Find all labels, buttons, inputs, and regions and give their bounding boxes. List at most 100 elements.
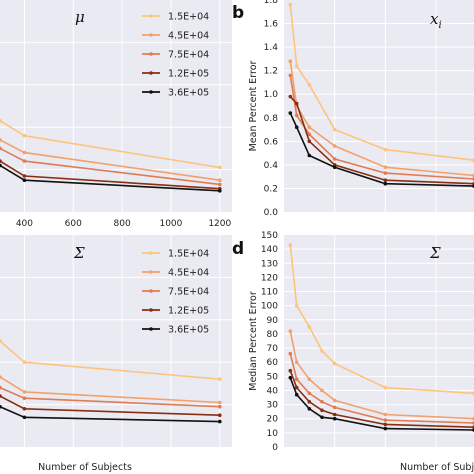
data-point (307, 125, 312, 129)
panel-b-symbol-main: x (430, 10, 439, 28)
y-tick-label: 0 (272, 443, 278, 453)
panel-d-plot-area (284, 235, 474, 447)
panel-c-sigma: Σ 1.5E+04 4.5E+04 7.5E+04 1.2E+05 3.6E+05 Nu… (0, 235, 232, 473)
series-line-3 (289, 75, 474, 180)
panel-c-symbol: Σ (73, 244, 85, 262)
data-point (288, 329, 293, 333)
data-point (288, 73, 293, 78)
data-point (0, 163, 2, 168)
data-point (383, 165, 388, 169)
data-point (218, 413, 222, 418)
data-point (307, 325, 312, 329)
data-point (294, 360, 299, 365)
data-point (0, 385, 2, 390)
legend-marker (149, 289, 153, 293)
data-point (218, 165, 222, 170)
panel-a-symbol: μ (75, 8, 85, 26)
data-point (332, 157, 337, 161)
y-tick-label: 50 (267, 372, 279, 382)
y-tick-label: 90 (267, 316, 279, 326)
panel-a-mu: 400 600 800 1000 1200 μ 1.5E+04 4.5E+04 7.5E+0… (0, 0, 232, 229)
data-point (307, 83, 312, 87)
panel-b-y-ticks: 0.0 0.2 0.4 0.6 0.8 1.0 1.2 1.4 1.6 1.8 (264, 0, 279, 218)
legend-label: 7.5E+04 (168, 50, 209, 61)
data-point (0, 119, 2, 123)
legend-marker (149, 33, 153, 37)
y-tick-label: 20 (267, 415, 279, 425)
x-tick-label: 600 (65, 219, 82, 229)
data-point (320, 388, 324, 393)
series-line-1 (289, 4, 474, 161)
y-tick-label: 0.0 (264, 208, 279, 218)
legend-label: 1.5E+04 (168, 249, 209, 260)
legend-marker (149, 90, 153, 94)
data-point (22, 159, 27, 163)
data-point (0, 138, 2, 142)
data-point (383, 426, 388, 431)
data-point (332, 405, 337, 410)
data-point (383, 422, 388, 427)
data-point (320, 415, 324, 420)
data-point (22, 407, 27, 411)
y-tick-label: 150 (261, 231, 278, 241)
data-point (218, 178, 222, 182)
data-point (332, 398, 337, 403)
data-point (383, 181, 388, 186)
data-point (307, 391, 312, 396)
data-point (218, 182, 222, 187)
x-tick-label: 800 (114, 219, 131, 229)
y-tick-label: 60 (267, 358, 279, 368)
data-point (288, 351, 293, 356)
data-point (218, 377, 222, 382)
data-point (320, 408, 324, 413)
data-point (218, 400, 222, 405)
data-point (332, 361, 337, 366)
data-point (288, 2, 293, 7)
panel-d-y-ticks: 0 10 20 30 40 50 60 70 80 90 100 110 120 130 140 150 (261, 231, 278, 453)
data-point (22, 396, 27, 401)
data-point (22, 415, 27, 420)
data-point (320, 349, 324, 353)
panel-a-legend: 1.5E+04 4.5E+04 7.5E+04 1.2E+05 3.6E+05 (142, 12, 209, 99)
data-point (294, 385, 299, 390)
data-point (22, 178, 27, 182)
data-point (22, 133, 27, 138)
panel-b-ylabel: Mean Percent Error (248, 60, 259, 151)
y-tick-label: 30 (267, 401, 279, 411)
legend-marker (149, 308, 153, 312)
data-point (22, 150, 27, 155)
data-point (383, 412, 388, 417)
data-point (218, 404, 222, 409)
data-point (218, 189, 222, 193)
x-tick-label: 1200 (208, 219, 231, 229)
panel-a-series (0, 119, 222, 193)
data-point (307, 153, 312, 158)
legend-label: 3.6E+05 (168, 325, 209, 336)
legend-label: 4.5E+04 (168, 268, 209, 279)
panel-d-xlabel: Number of Subjec (400, 462, 474, 473)
panel-b-symbol: xi (430, 10, 442, 31)
y-tick-label: 140 (261, 245, 278, 255)
x-tick-label: 1000 (159, 219, 182, 229)
legend-label: 7.5E+04 (168, 287, 209, 298)
data-point (383, 171, 388, 175)
legend-marker (149, 327, 153, 331)
panel-d-label: d (232, 239, 244, 259)
data-point (218, 419, 222, 424)
data-point (307, 377, 312, 382)
panel-d-ylabel: Median Percent Error (248, 291, 259, 391)
y-tick-label: 1.2 (264, 67, 278, 77)
legend-marker (149, 52, 153, 56)
panel-b-series (288, 2, 474, 188)
data-point (332, 412, 337, 417)
y-tick-label: 1.6 (264, 20, 279, 30)
data-point (383, 385, 388, 390)
panel-a-grid (0, 0, 232, 212)
legend-marker (149, 14, 153, 18)
data-point (288, 368, 293, 373)
y-tick-label: 0.4 (264, 161, 279, 171)
data-point (294, 392, 299, 397)
panel-d-series (288, 243, 474, 432)
data-point (0, 394, 2, 398)
data-point (294, 377, 299, 382)
